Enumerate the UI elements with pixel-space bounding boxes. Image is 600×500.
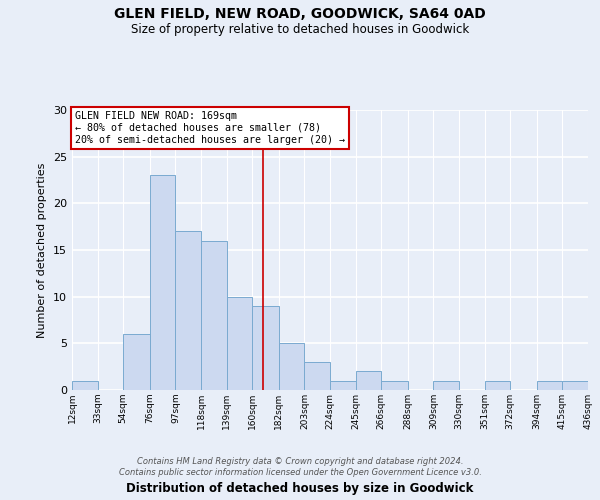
Bar — [330, 380, 356, 390]
Bar — [433, 380, 459, 390]
Text: GLEN FIELD NEW ROAD: 169sqm
← 80% of detached houses are smaller (78)
20% of sem: GLEN FIELD NEW ROAD: 169sqm ← 80% of det… — [74, 112, 344, 144]
Text: Contains HM Land Registry data © Crown copyright and database right 2024.
Contai: Contains HM Land Registry data © Crown c… — [119, 458, 481, 477]
Bar — [201, 240, 227, 390]
Bar — [227, 296, 252, 390]
Text: Size of property relative to detached houses in Goodwick: Size of property relative to detached ho… — [131, 22, 469, 36]
Bar — [304, 362, 330, 390]
Bar — [485, 380, 510, 390]
Bar — [175, 232, 201, 390]
Text: GLEN FIELD, NEW ROAD, GOODWICK, SA64 0AD: GLEN FIELD, NEW ROAD, GOODWICK, SA64 0AD — [114, 8, 486, 22]
Bar — [252, 306, 279, 390]
Bar — [537, 380, 562, 390]
Bar — [279, 344, 304, 390]
Bar — [123, 334, 150, 390]
Bar — [356, 372, 381, 390]
Bar — [381, 380, 408, 390]
Y-axis label: Number of detached properties: Number of detached properties — [37, 162, 47, 338]
Text: Distribution of detached houses by size in Goodwick: Distribution of detached houses by size … — [127, 482, 473, 495]
Bar — [562, 380, 588, 390]
Bar — [72, 380, 98, 390]
Bar — [150, 176, 175, 390]
